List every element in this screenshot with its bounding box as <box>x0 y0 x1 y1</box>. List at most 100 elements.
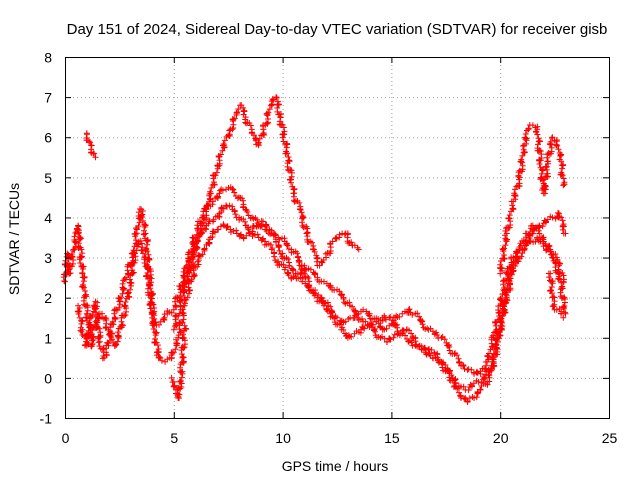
data-point <box>156 321 163 328</box>
data-point <box>186 249 193 256</box>
data-point <box>342 318 349 325</box>
data-point <box>263 223 270 230</box>
x-tick-label: 20 <box>493 430 509 446</box>
data-point <box>308 239 315 246</box>
data-point <box>269 96 276 103</box>
data-point <box>126 294 133 301</box>
data-point <box>125 289 132 296</box>
data-point <box>74 308 81 315</box>
data-point <box>360 306 367 313</box>
data-point <box>170 326 177 333</box>
data-point <box>170 349 177 356</box>
data-point <box>522 242 529 249</box>
data-point <box>518 253 525 260</box>
data-point <box>191 249 198 256</box>
data-point <box>311 248 318 255</box>
data-point <box>158 357 165 364</box>
data-point <box>86 319 93 326</box>
data-point <box>536 137 543 144</box>
data-point <box>473 394 480 401</box>
series-6 <box>497 121 568 277</box>
data-point <box>160 315 167 322</box>
data-point <box>299 222 306 229</box>
data-point <box>284 163 291 170</box>
data-point <box>501 307 508 314</box>
data-point <box>559 165 566 172</box>
data-point <box>138 214 145 221</box>
data-point <box>179 334 186 341</box>
data-point <box>113 341 120 348</box>
data-point <box>245 226 252 233</box>
data-point <box>316 262 323 269</box>
data-point <box>475 378 482 385</box>
data-point <box>283 144 290 151</box>
data-point <box>269 245 276 252</box>
data-point <box>561 303 568 310</box>
data-point <box>146 302 153 309</box>
y-tick-label: 5 <box>44 170 52 186</box>
data-point <box>562 230 569 237</box>
data-point <box>146 282 153 289</box>
data-point <box>377 334 384 341</box>
data-point <box>327 303 334 310</box>
data-point <box>127 262 134 269</box>
data-point <box>465 366 472 373</box>
data-point <box>286 262 293 269</box>
data-point <box>512 186 519 193</box>
data-point <box>560 314 567 321</box>
data-point <box>78 246 85 253</box>
data-point <box>144 238 151 245</box>
data-point <box>71 246 78 253</box>
data-point <box>556 276 563 283</box>
series-8 <box>545 270 567 321</box>
data-point <box>362 318 369 325</box>
data-point <box>359 315 366 322</box>
data-point <box>454 385 461 392</box>
x-tick-label: 25 <box>602 430 618 446</box>
data-point <box>99 355 106 362</box>
data-point <box>176 395 183 402</box>
data-point <box>247 122 254 129</box>
data-point <box>176 378 183 385</box>
data-point <box>125 270 132 277</box>
data-point <box>509 205 516 212</box>
data-point <box>122 274 129 281</box>
data-point <box>233 109 240 116</box>
data-point <box>280 124 287 131</box>
data-point <box>227 229 234 236</box>
data-point <box>439 364 446 371</box>
data-point <box>536 161 543 168</box>
data-point <box>541 176 548 183</box>
data-point <box>178 296 185 303</box>
data-point <box>389 317 396 324</box>
data-point <box>112 306 119 313</box>
data-point <box>285 256 292 263</box>
data-point <box>172 346 179 353</box>
data-point <box>287 176 294 183</box>
data-point <box>496 332 503 339</box>
data-point <box>279 134 286 141</box>
data-point <box>145 282 152 289</box>
data-point <box>294 250 301 257</box>
data-point <box>558 158 565 165</box>
data-point <box>156 354 163 361</box>
data-point <box>224 223 231 230</box>
data-point <box>489 343 496 350</box>
data-point <box>259 131 266 138</box>
data-point <box>541 190 548 197</box>
data-point <box>168 309 175 316</box>
x-tick-label: 10 <box>275 430 291 446</box>
data-point <box>387 314 394 321</box>
data-point <box>280 138 287 145</box>
data-point <box>223 203 230 210</box>
data-point <box>253 216 260 223</box>
data-point <box>558 279 565 286</box>
data-point <box>153 339 160 346</box>
data-point <box>193 239 200 246</box>
data-point <box>276 111 283 118</box>
data-point <box>560 175 567 182</box>
data-point <box>468 383 475 390</box>
data-point <box>450 377 457 384</box>
data-point <box>506 224 513 231</box>
data-point <box>402 332 409 339</box>
